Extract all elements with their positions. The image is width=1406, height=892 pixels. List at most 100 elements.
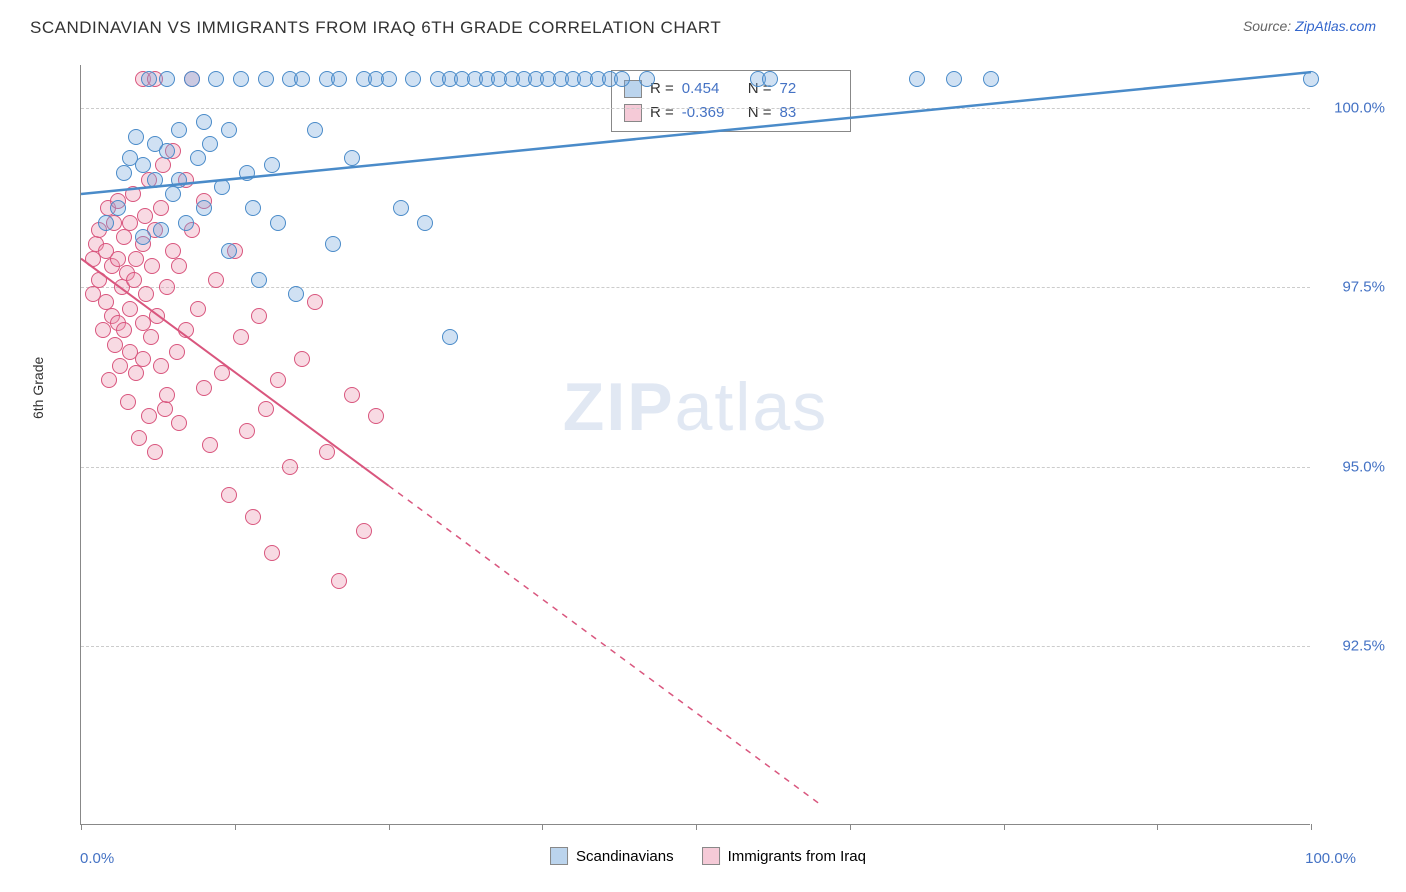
data-point <box>144 258 160 274</box>
data-point <box>442 329 458 345</box>
data-point <box>202 437 218 453</box>
x-axis-end-label: 100.0% <box>1305 850 1356 867</box>
data-point <box>381 71 397 87</box>
data-point <box>245 200 261 216</box>
swatch-blue-icon <box>550 847 568 865</box>
source-link[interactable]: ZipAtlas.com <box>1295 18 1376 34</box>
data-point <box>221 122 237 138</box>
y-tick-label: 100.0% <box>1315 100 1385 117</box>
data-point <box>405 71 421 87</box>
data-point <box>282 459 298 475</box>
x-tick <box>1311 824 1312 830</box>
data-point <box>264 157 280 173</box>
data-point <box>294 351 310 367</box>
data-point <box>98 215 114 231</box>
data-point <box>101 372 117 388</box>
data-point <box>344 387 360 403</box>
data-point <box>171 122 187 138</box>
data-point <box>143 329 159 345</box>
data-point <box>159 143 175 159</box>
y-tick-label: 97.5% <box>1315 279 1385 296</box>
data-point <box>762 71 778 87</box>
gridline <box>81 287 1310 288</box>
r-label: R = <box>650 101 674 125</box>
regression-line <box>81 65 1311 825</box>
data-point <box>107 337 123 353</box>
chart-container: 6th Grade ZIPatlas R = 0.454 N = 72 R = … <box>30 55 1386 862</box>
gridline <box>81 108 1310 109</box>
data-point <box>135 229 151 245</box>
data-point <box>614 71 630 87</box>
data-point <box>258 71 274 87</box>
swatch-pink-icon <box>702 847 720 865</box>
data-point <box>157 401 173 417</box>
data-point <box>190 150 206 166</box>
y-axis-title: 6th Grade <box>30 356 46 418</box>
legend-item-pink: Immigrants from Iraq <box>702 847 866 865</box>
regression-line <box>81 65 1311 825</box>
data-point <box>639 71 655 87</box>
gridline <box>81 467 1310 468</box>
plot-area: ZIPatlas R = 0.454 N = 72 R = -0.369 N =… <box>80 65 1310 825</box>
data-point <box>307 122 323 138</box>
y-tick-label: 95.0% <box>1315 458 1385 475</box>
legend-label-blue: Scandinavians <box>576 848 674 865</box>
x-axis-start-label: 0.0% <box>80 850 114 867</box>
data-point <box>307 294 323 310</box>
x-tick <box>542 824 543 830</box>
y-tick-label: 92.5% <box>1315 637 1385 654</box>
data-point <box>245 509 261 525</box>
data-point <box>294 71 310 87</box>
data-point <box>125 186 141 202</box>
n-label: N = <box>748 101 772 125</box>
x-tick <box>1004 824 1005 830</box>
data-point <box>270 215 286 231</box>
data-point <box>153 358 169 374</box>
data-point <box>159 71 175 87</box>
source-prefix: Source: <box>1243 18 1295 34</box>
data-point <box>196 114 212 130</box>
data-point <box>288 286 304 302</box>
data-point <box>128 251 144 267</box>
data-point <box>171 258 187 274</box>
data-point <box>95 322 111 338</box>
data-point <box>258 401 274 417</box>
data-point <box>184 71 200 87</box>
data-point <box>110 251 126 267</box>
series-legend: Scandinavians Immigrants from Iraq <box>550 847 866 865</box>
data-point <box>141 408 157 424</box>
data-point <box>116 229 132 245</box>
data-point <box>153 200 169 216</box>
data-point <box>983 71 999 87</box>
data-point <box>169 344 185 360</box>
data-point <box>239 165 255 181</box>
data-point <box>325 236 341 252</box>
data-point <box>128 129 144 145</box>
watermark-zip: ZIP <box>563 369 675 445</box>
data-point <box>149 308 165 324</box>
x-tick <box>235 824 236 830</box>
data-point <box>138 286 154 302</box>
watermark: ZIPatlas <box>563 368 828 446</box>
data-point <box>137 208 153 224</box>
data-point <box>110 200 126 216</box>
data-point <box>122 301 138 317</box>
data-point <box>202 136 218 152</box>
data-point <box>331 71 347 87</box>
data-point <box>116 322 132 338</box>
data-point <box>1303 71 1319 87</box>
data-point <box>393 200 409 216</box>
swatch-pink-icon <box>624 104 642 122</box>
gridline <box>81 646 1310 647</box>
data-point <box>233 329 249 345</box>
data-point <box>178 322 194 338</box>
data-point <box>251 272 267 288</box>
chart-title: SCANDINAVIAN VS IMMIGRANTS FROM IRAQ 6TH… <box>30 18 721 38</box>
data-point <box>147 172 163 188</box>
data-point <box>126 272 142 288</box>
data-point <box>116 165 132 181</box>
data-point <box>147 444 163 460</box>
data-point <box>135 157 151 173</box>
data-point <box>135 351 151 367</box>
data-point <box>208 272 224 288</box>
